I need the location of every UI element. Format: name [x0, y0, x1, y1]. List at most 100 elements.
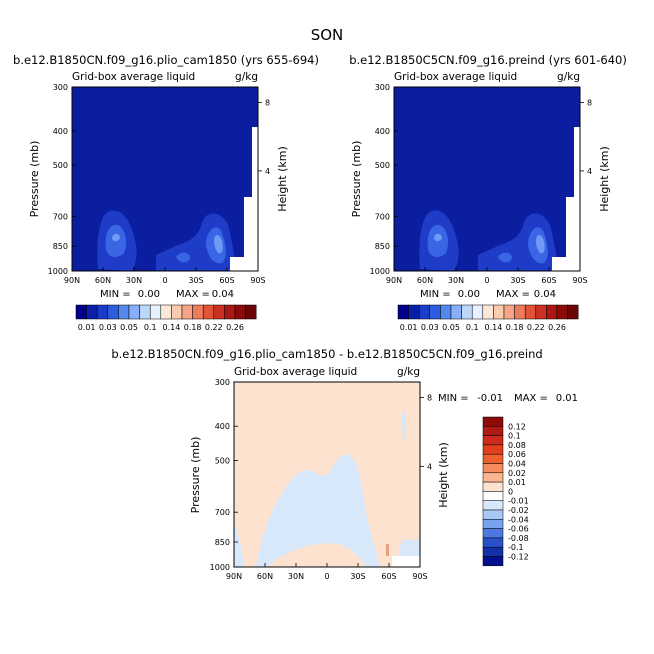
- x-tick-label: 90S: [412, 572, 427, 581]
- colorbar-label: 0.1: [466, 323, 479, 332]
- panel-3-negative-region-1: [256, 454, 380, 567]
- x-tick-label: 60S: [541, 276, 556, 285]
- panel-1-missing-data: [230, 87, 258, 271]
- panel-2-min-label: MIN =: [420, 289, 451, 300]
- colorbar-label: 0.22: [205, 323, 223, 332]
- colorbar-label: -0.04: [508, 515, 529, 524]
- colorbar-swatch: [482, 304, 494, 320]
- panel-1-min-value: 0.00: [138, 289, 160, 300]
- panel-2-title: b.e12.B1850C5CN.f09_g16.preind (yrs 601-…: [349, 53, 627, 67]
- panel-1-max-label: MAX =: [176, 289, 210, 300]
- y-tick-label: 1000: [210, 563, 230, 572]
- colorbar-swatch: [482, 509, 504, 520]
- panel-2-region-3: [434, 233, 442, 242]
- y-tick-label: 700: [375, 212, 390, 221]
- panel-1-ylabel-right: Height (km): [276, 146, 289, 212]
- colorbar-swatch: [482, 491, 504, 501]
- colorbar-swatch: [450, 304, 462, 320]
- y-tick-label: 1000: [370, 267, 390, 276]
- y-right-tick-label: 8: [587, 98, 592, 107]
- colorbar-swatch: [471, 304, 484, 320]
- y-tick-label: 300: [375, 83, 390, 92]
- panel-2-ylabel: Pressure (mb): [350, 141, 363, 218]
- colorbar-label: 0.03: [99, 323, 117, 332]
- colorbar-swatch: [107, 304, 119, 320]
- panel-3-colorbar: 0.120.10.080.060.040.020.010-0.01-0.02-0…: [482, 416, 529, 567]
- colorbar-swatch: [482, 435, 504, 446]
- colorbar-swatch: [503, 304, 515, 320]
- colorbar-swatch: [556, 304, 568, 320]
- colorbar-label: 0.03: [421, 323, 439, 332]
- colorbar-swatch: [482, 556, 504, 567]
- colorbar-label: 0.06: [508, 450, 526, 459]
- panel-2: b.e12.B1850C5CN.f09_g16.preind (yrs 601-…: [349, 53, 627, 332]
- y-right-tick-label: 4: [427, 462, 432, 471]
- panel-1-plot: 90N 60N 30N 0 30S 60S 90S 300 400 500 700 850 1000 8 4: [48, 83, 270, 285]
- colorbar-swatch: [118, 304, 130, 320]
- colorbar-swatch: [524, 304, 537, 320]
- panel-3-strong-positive: [386, 544, 389, 556]
- colorbar-label: -0.08: [508, 534, 529, 543]
- x-tick-label: 60N: [417, 276, 433, 285]
- colorbar-swatch: [440, 304, 452, 320]
- panel-3-min-value: -0.01: [477, 393, 503, 404]
- y-right-tick-label: 8: [265, 98, 270, 107]
- x-tick-label: 30S: [510, 276, 525, 285]
- colorbar-label: 0.14: [484, 323, 502, 332]
- panel-3-max-label: MAX =: [514, 393, 548, 404]
- panel-3-axes: 90N 60N 30N 0 30S 60S 90S 300 400 500 700 850 1000 8 4: [210, 378, 432, 581]
- panel-3-shading: [234, 410, 420, 567]
- y-tick-label: 850: [215, 538, 230, 547]
- panel-2-axes: 90N 60N 30N 0 30S 60S 90S 300 400 500 700 850 1000 8 4: [370, 83, 592, 285]
- colorbar-swatch: [482, 416, 504, 427]
- x-tick-label: 0: [324, 572, 329, 581]
- colorbar-swatch: [567, 304, 579, 320]
- x-tick-label: 60S: [381, 572, 396, 581]
- panel-1-ylabel: Pressure (mb): [28, 141, 41, 218]
- colorbar-swatch: [482, 444, 504, 455]
- x-tick-label: 60S: [219, 276, 234, 285]
- y-tick-label: 400: [53, 127, 68, 136]
- x-tick-label: 30S: [350, 572, 365, 581]
- y-tick-label: 400: [215, 422, 230, 431]
- y-right-tick-label: 4: [265, 167, 270, 176]
- y-tick-label: 500: [53, 161, 68, 170]
- colorbar-swatch: [128, 304, 140, 320]
- y-right-tick-label: 4: [587, 167, 592, 176]
- panel-1-min-label: MIN =: [100, 289, 131, 300]
- y-tick-label: 1000: [48, 267, 68, 276]
- colorbar-swatch: [546, 304, 558, 320]
- colorbar-swatch: [96, 304, 109, 320]
- y-tick-label: 500: [375, 161, 390, 170]
- panel-1-region-7: [176, 252, 190, 263]
- colorbar-swatch: [160, 304, 172, 320]
- panel-3-missing-data: [392, 556, 420, 567]
- colorbar-label: -0.06: [508, 525, 529, 534]
- x-tick-label: 0: [484, 276, 489, 285]
- colorbar-label: 0.26: [226, 323, 244, 332]
- panel-1-region-3: [112, 233, 120, 242]
- y-tick-label: 500: [215, 456, 230, 465]
- panel-2-max-value: 0.04: [534, 289, 556, 300]
- colorbar-label: 0.12: [508, 422, 526, 431]
- y-tick-label: 700: [53, 212, 68, 221]
- y-tick-label: 700: [215, 508, 230, 517]
- colorbar-label: 0.26: [548, 323, 566, 332]
- colorbar-swatch: [482, 453, 504, 464]
- colorbar-swatch: [482, 472, 504, 483]
- colorbar-label: 0: [508, 487, 513, 496]
- panel-2-missing-data: [552, 87, 580, 271]
- colorbar-label: 0.18: [506, 323, 524, 332]
- y-tick-label: 850: [375, 242, 390, 251]
- colorbar-label: -0.1: [508, 543, 524, 552]
- colorbar-swatch: [408, 304, 420, 320]
- panel-3-subtitle: Grid-box average liquid: [234, 366, 357, 378]
- x-tick-label: 90S: [572, 276, 587, 285]
- x-tick-label: 0: [162, 276, 167, 285]
- x-tick-label: 30N: [126, 276, 142, 285]
- colorbar-label: 0.01: [78, 323, 96, 332]
- panel-1-max-value: 0.04: [212, 289, 234, 300]
- colorbar-label: 0.14: [162, 323, 180, 332]
- colorbar-swatch: [429, 304, 441, 320]
